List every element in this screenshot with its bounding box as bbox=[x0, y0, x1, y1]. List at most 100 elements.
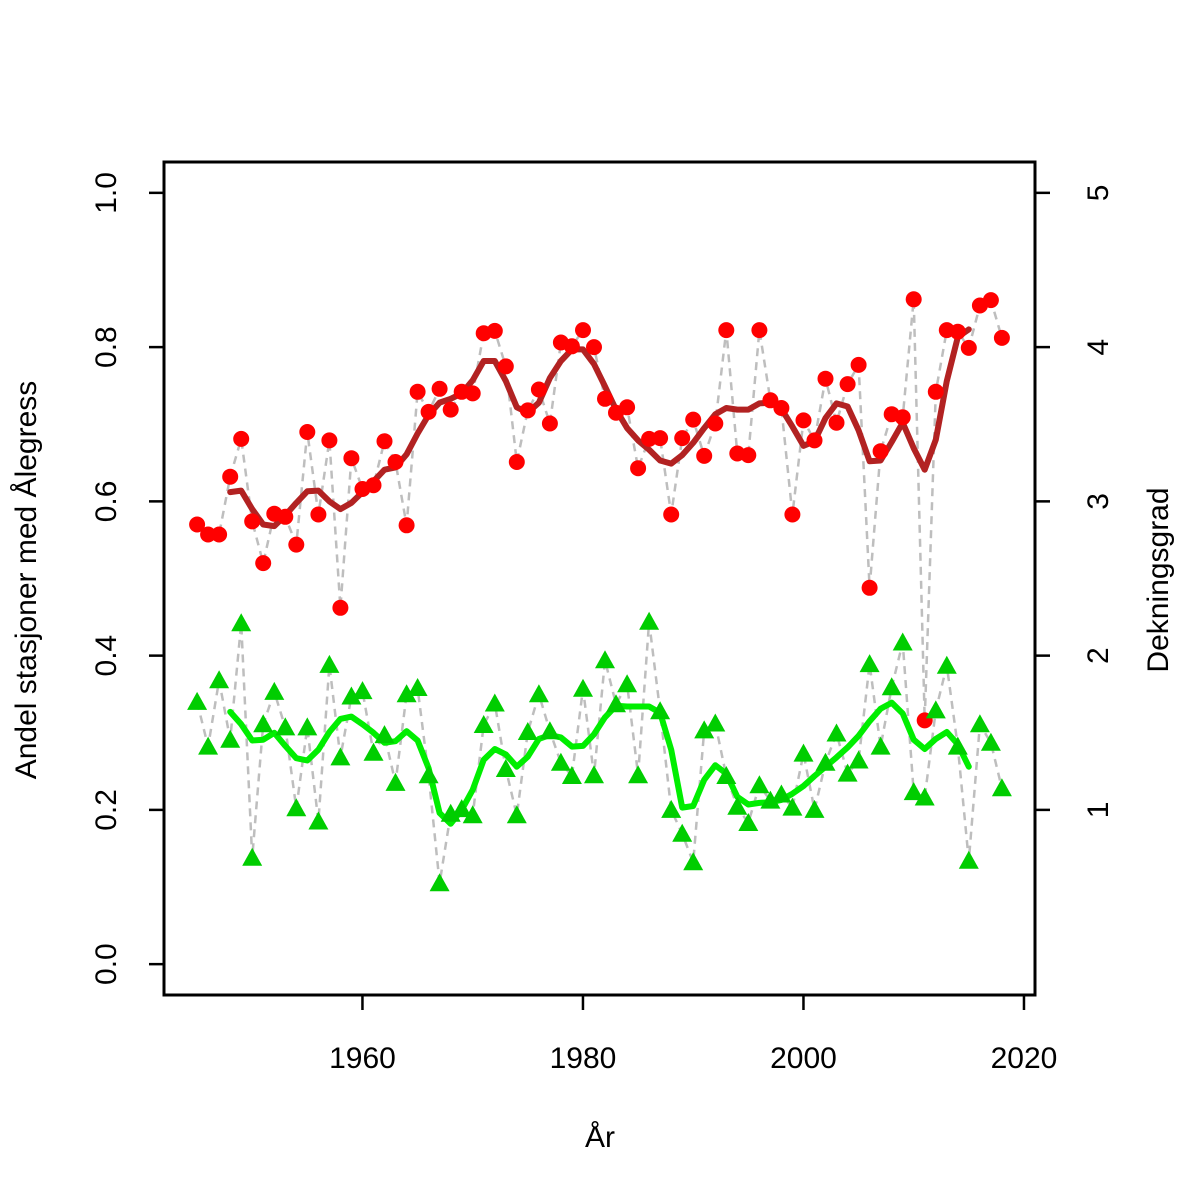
andel-point bbox=[376, 433, 393, 450]
y-right-tick-label: 1 bbox=[1082, 802, 1115, 819]
dekning-point bbox=[782, 797, 803, 816]
andel-point bbox=[431, 380, 448, 397]
andel-point bbox=[586, 339, 602, 356]
dekning-point bbox=[826, 723, 847, 742]
x-tick-label: 1960 bbox=[329, 1042, 396, 1075]
x-tick-label: 1980 bbox=[550, 1042, 617, 1075]
andel-point bbox=[497, 358, 514, 375]
plot-area bbox=[187, 291, 1012, 892]
andel-point bbox=[409, 383, 426, 400]
andel-point bbox=[233, 430, 250, 447]
x-tick-label: 2000 bbox=[770, 1042, 837, 1075]
dekning-point bbox=[264, 681, 285, 700]
dekning-point bbox=[914, 787, 935, 806]
dekning-point bbox=[606, 694, 626, 713]
x-tick-label: 2020 bbox=[991, 1042, 1058, 1075]
andel-trend-line bbox=[227, 326, 972, 530]
dekning-point bbox=[716, 766, 737, 784]
dekning-point bbox=[242, 847, 263, 866]
andel-point bbox=[541, 415, 558, 432]
andel-point bbox=[189, 516, 206, 533]
y-right-tick-label: 5 bbox=[1082, 185, 1115, 202]
andel-point bbox=[784, 506, 801, 523]
y-axis-left-title: Andel stasjoner med Ålegress bbox=[10, 381, 43, 780]
dekning-point bbox=[341, 686, 362, 705]
dekning-point bbox=[275, 717, 296, 736]
dekning-point bbox=[462, 805, 483, 824]
andel-point bbox=[663, 506, 680, 523]
andel-point bbox=[597, 390, 613, 407]
dekning-point bbox=[958, 850, 979, 869]
dekning-point bbox=[617, 674, 638, 693]
y-axis-right-title: Dekningsgrad bbox=[1142, 487, 1175, 672]
dekning-point bbox=[451, 799, 472, 818]
axes: 1960 1980 2000 2020 0.0 0.2 0.4 0.6 0.8 1.0 1 2 3 4 5 bbox=[90, 160, 1115, 1075]
dekning-point bbox=[672, 823, 693, 842]
andel-point bbox=[861, 579, 878, 596]
dekning-point bbox=[947, 736, 968, 755]
dekning-point bbox=[429, 873, 450, 892]
andel-point bbox=[486, 322, 503, 339]
andel-point bbox=[222, 468, 239, 485]
andel-point bbox=[905, 291, 922, 308]
x-axis-title: År bbox=[585, 1121, 615, 1154]
dekning-point bbox=[815, 752, 836, 771]
dekning-point bbox=[903, 782, 924, 801]
andel-point bbox=[619, 399, 636, 416]
dekning-point bbox=[396, 684, 417, 703]
dekning-point bbox=[749, 775, 770, 794]
dekning-point bbox=[330, 747, 351, 766]
andel-point bbox=[696, 447, 713, 464]
dekning-point bbox=[473, 715, 494, 733]
andel-point bbox=[200, 526, 217, 543]
dekning-point bbox=[661, 799, 682, 818]
andel-point bbox=[530, 381, 547, 398]
dekning-point bbox=[253, 714, 274, 733]
andel-point bbox=[652, 430, 669, 447]
andel-point bbox=[817, 370, 834, 387]
dekning-point bbox=[550, 752, 571, 771]
dekning-point bbox=[484, 693, 505, 712]
y-left-tick-label: 0.0 bbox=[90, 943, 123, 985]
dekning-point bbox=[539, 721, 560, 740]
andel-point bbox=[299, 424, 316, 440]
dekning-point bbox=[363, 742, 384, 761]
dekning-point bbox=[528, 684, 549, 703]
andel-point bbox=[244, 513, 261, 530]
dekning-point bbox=[892, 632, 913, 651]
andel-point bbox=[949, 323, 966, 340]
dekning-point bbox=[683, 852, 704, 871]
andel-point bbox=[398, 517, 415, 534]
dekning-point bbox=[694, 720, 715, 739]
andel-point bbox=[420, 403, 437, 420]
andel-point bbox=[773, 400, 790, 416]
y-left-tick-label: 0.8 bbox=[90, 326, 123, 368]
andel-point bbox=[685, 411, 702, 428]
dekning-point bbox=[584, 765, 604, 784]
andel-point bbox=[365, 477, 382, 494]
y-right-tick-label: 4 bbox=[1082, 339, 1115, 356]
andel-point bbox=[211, 526, 228, 543]
dekning-point bbox=[925, 700, 946, 719]
dekning-point bbox=[870, 736, 891, 755]
andel-point bbox=[993, 329, 1010, 346]
dekning-point bbox=[771, 784, 792, 803]
y-left-tick-label: 0.6 bbox=[90, 481, 123, 523]
dekning-point bbox=[573, 678, 593, 697]
dekning-point bbox=[837, 763, 858, 782]
andel-point bbox=[894, 409, 911, 426]
dekning-point bbox=[187, 691, 208, 710]
andel-point bbox=[442, 401, 459, 418]
andel-point bbox=[277, 508, 294, 525]
dekning-point bbox=[848, 750, 869, 769]
andel-point bbox=[982, 292, 999, 309]
andel-point bbox=[310, 506, 327, 523]
andel-point bbox=[321, 432, 338, 449]
andel-point bbox=[288, 536, 305, 553]
dekning-point bbox=[440, 803, 461, 822]
andel-point bbox=[464, 385, 481, 402]
andel-point bbox=[563, 338, 580, 355]
andel-point bbox=[828, 414, 845, 431]
dekning-point bbox=[793, 743, 814, 762]
